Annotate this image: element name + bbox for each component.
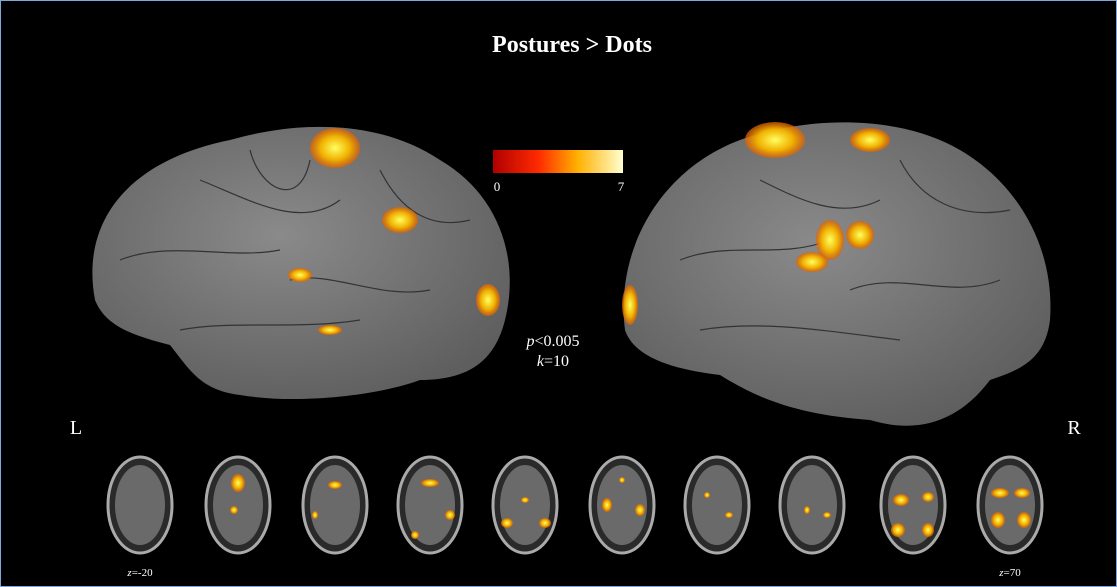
stat-k: k=10	[537, 353, 569, 370]
activation	[312, 511, 318, 519]
activation	[891, 523, 905, 537]
activation	[602, 498, 612, 512]
title: Postures > Dots	[492, 32, 652, 58]
slice-label: z=-20	[126, 567, 153, 579]
activation	[922, 523, 934, 537]
activation	[1017, 512, 1031, 528]
slice-brain	[692, 465, 742, 545]
hemisphere-label: L	[70, 417, 82, 439]
activation	[804, 506, 810, 514]
activation	[991, 488, 1009, 498]
colorbar-tick-label: 0	[494, 179, 501, 194]
activation	[411, 531, 419, 539]
slice-brain	[500, 465, 550, 545]
activation	[421, 479, 439, 487]
activation	[635, 504, 645, 516]
slice-text: =70	[1004, 567, 1022, 579]
activation	[445, 510, 455, 520]
activation	[823, 512, 831, 518]
stat-text: =10	[544, 353, 569, 370]
activation	[725, 512, 733, 518]
stat-symbol: p	[525, 333, 534, 350]
hemisphere-label: R	[1067, 417, 1081, 439]
colorbar	[493, 150, 623, 173]
slice-label: z=70	[998, 567, 1021, 579]
activation	[922, 492, 934, 502]
slice-text: =-20	[132, 567, 153, 579]
activation	[539, 518, 551, 528]
slice-brain	[787, 465, 837, 545]
slice-brain	[115, 465, 165, 545]
activation	[991, 512, 1005, 528]
slice-brain	[310, 465, 360, 545]
activation	[501, 518, 513, 528]
colorbar-tick-label: 7	[618, 179, 625, 194]
activation	[893, 494, 909, 506]
activation	[704, 492, 710, 498]
activation	[230, 506, 238, 514]
stat-text: <0.005	[534, 333, 579, 350]
activation	[619, 477, 625, 483]
slice-brain	[985, 465, 1035, 545]
figure: Postures > Dots 0 7 p<0.005 k=10 L R z=-2…	[0, 0, 1117, 587]
activation	[328, 481, 342, 489]
activation	[231, 474, 245, 492]
stat-p: p<0.005	[525, 333, 579, 350]
activation	[1014, 488, 1030, 498]
activation	[521, 497, 529, 503]
